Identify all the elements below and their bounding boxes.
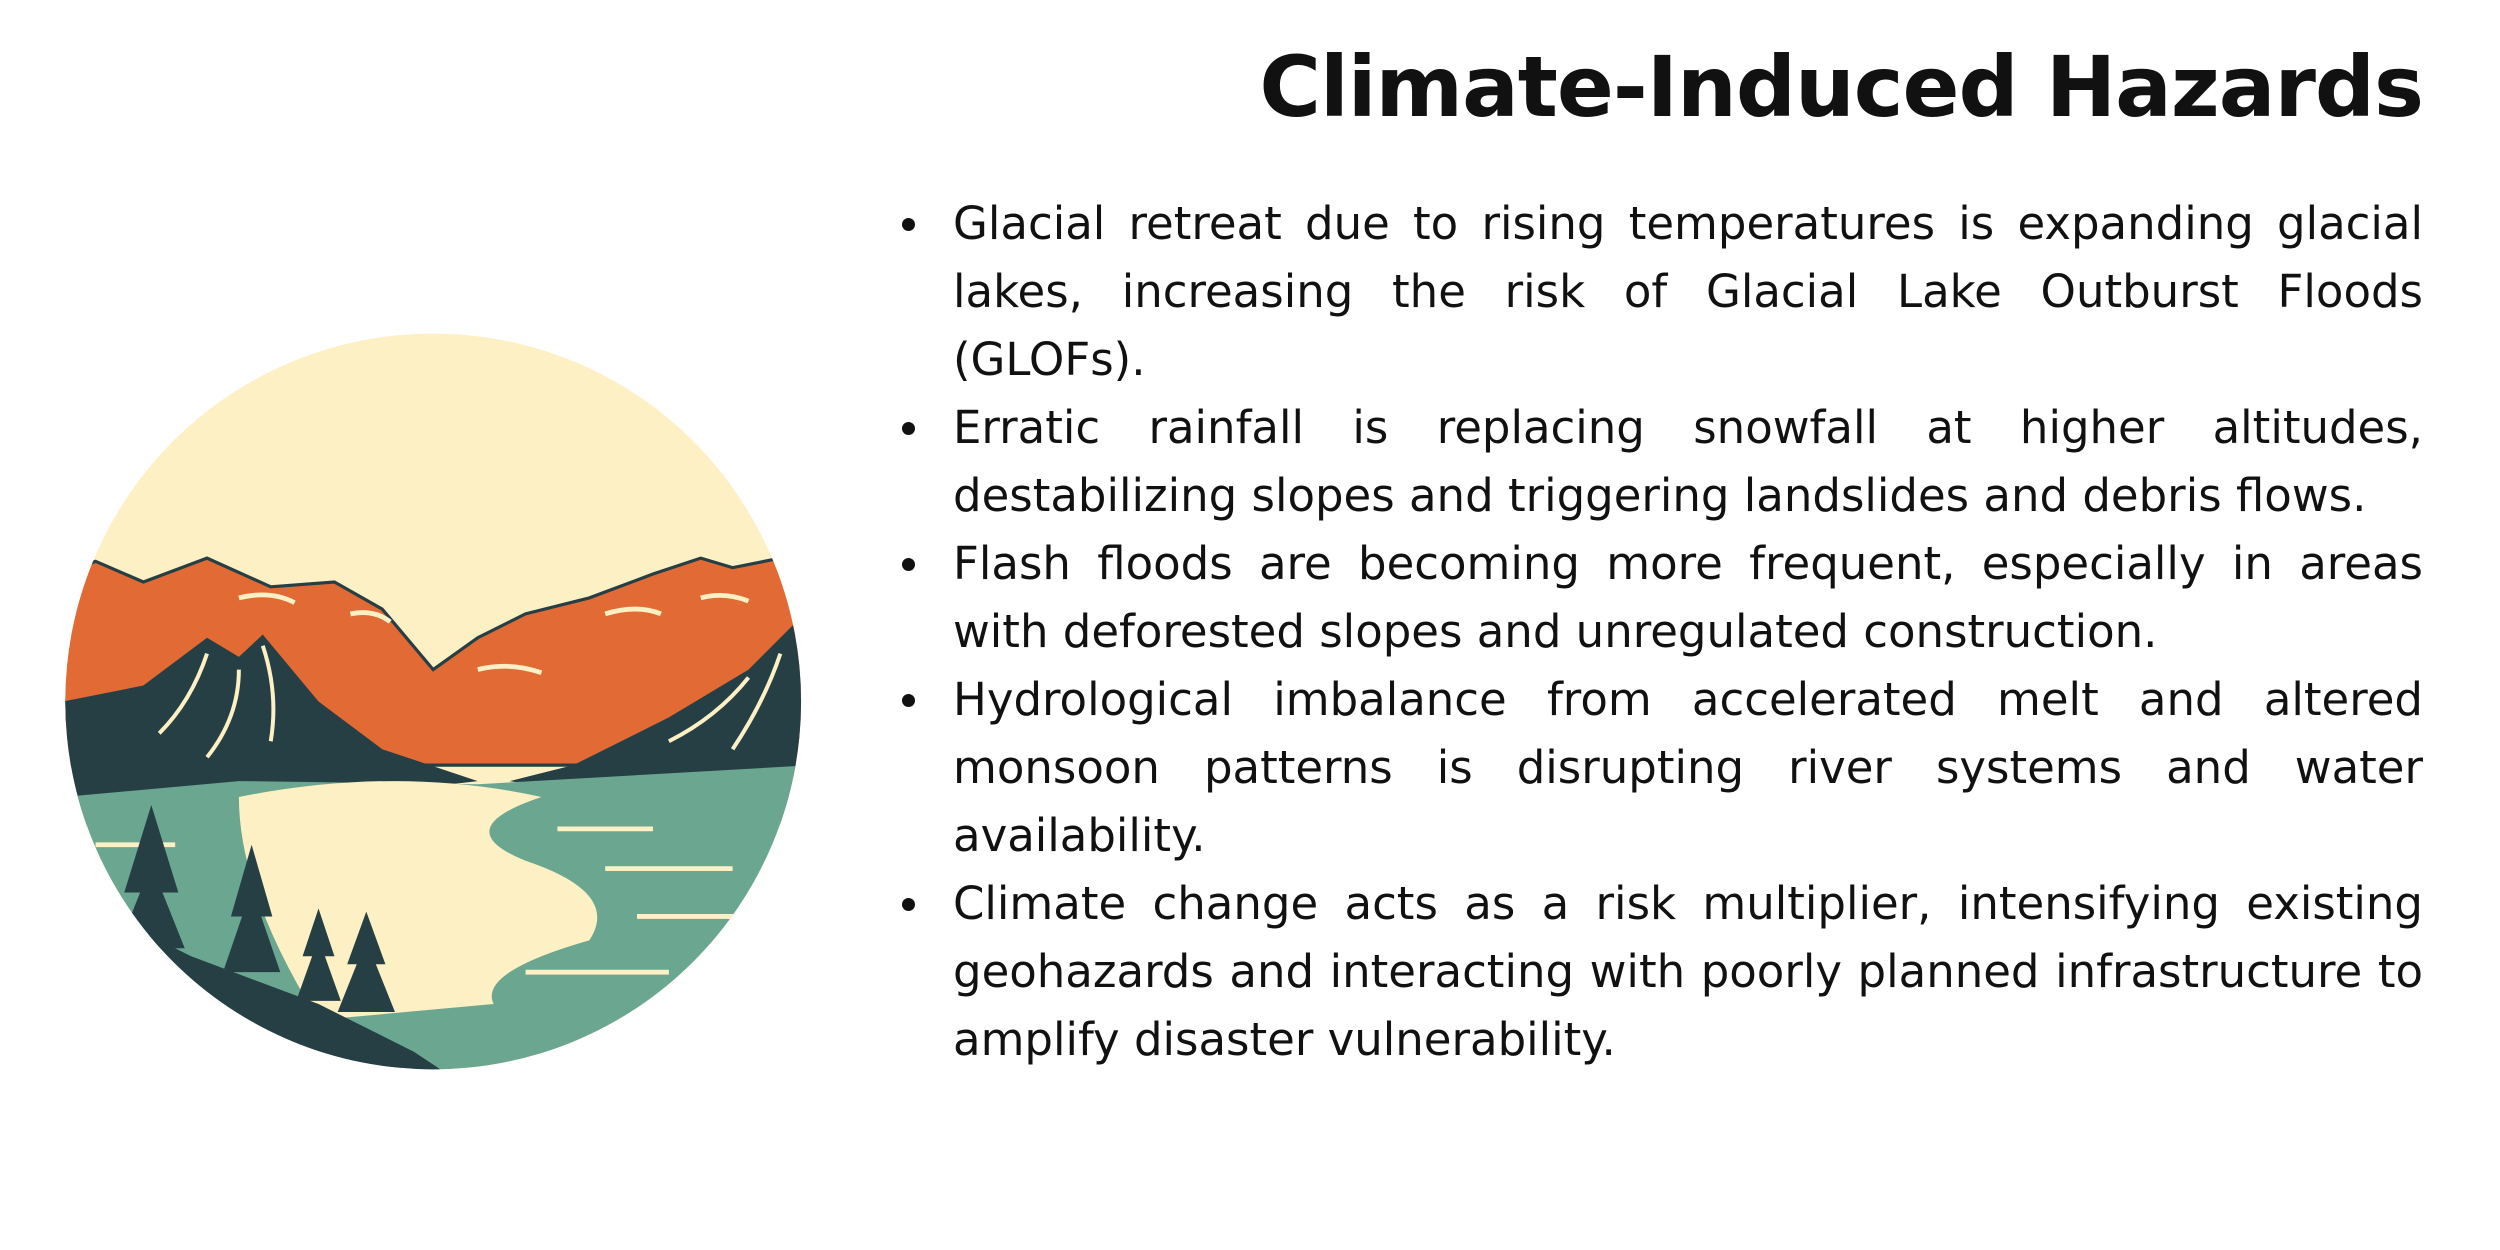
landscape-illustration — [65, 333, 802, 1070]
bullet-item: Climate change acts as a risk multiplier… — [902, 870, 2423, 1074]
bullet-item: Glacial retreat due to rising temperatur… — [902, 190, 2423, 394]
bullet-item: Hydrological imbalance from accelerated … — [902, 666, 2423, 870]
bullet-item: Erratic rainfall is replacing snowfall a… — [902, 394, 2423, 530]
slide-title: Climate-Induced Hazards — [1259, 38, 2424, 136]
bullet-list: Glacial retreat due to rising temperatur… — [902, 190, 2423, 1074]
bullet-item: Flash floods are becoming more frequent,… — [902, 530, 2423, 666]
